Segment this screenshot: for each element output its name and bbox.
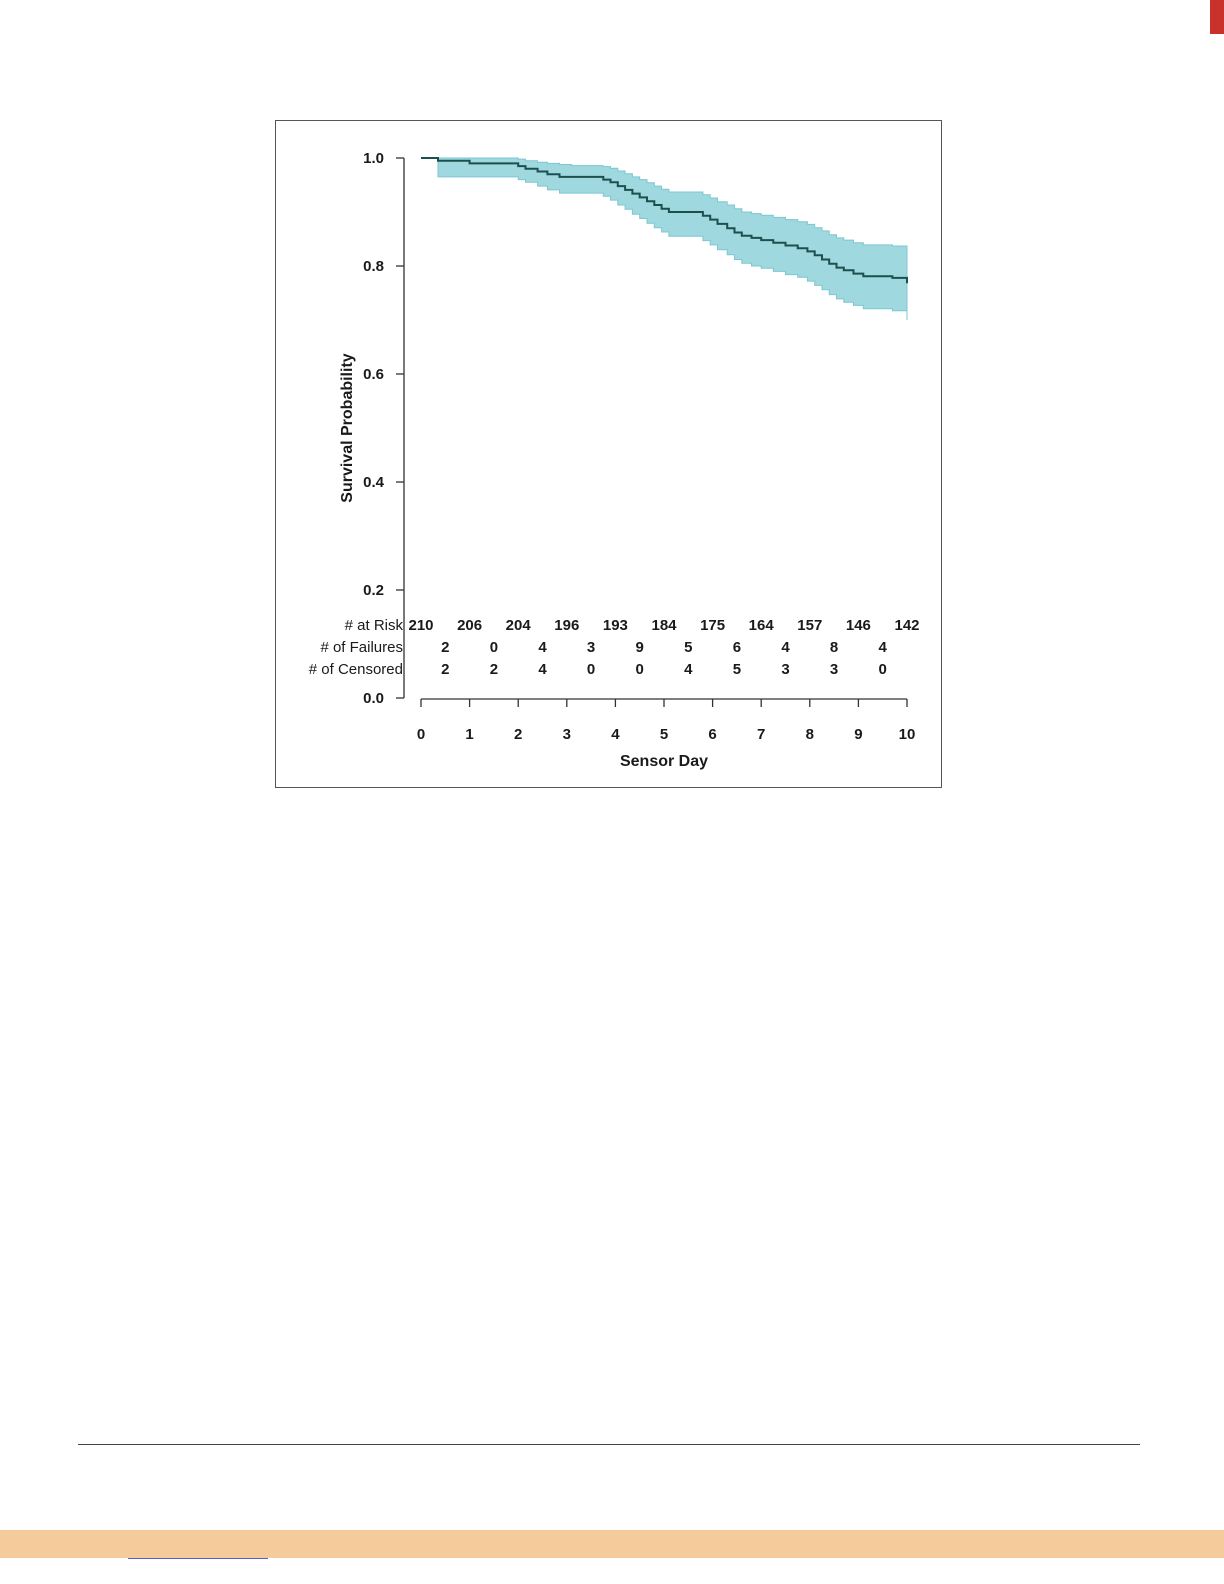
risk-table-value: 0 [636,661,644,678]
x-ticks: 0 1 2 3 4 5 6 7 8 9 10 [417,699,916,743]
risk-table-value: 146 [846,617,871,634]
y-ticks: 0.0 0.2 0.4 0.6 0.8 1.0 [363,150,404,707]
risk-table-value: 196 [554,617,579,634]
confidence-band [421,157,908,320]
risk-table-value: 0 [587,661,595,678]
survival-curve-layer [421,157,908,284]
risk-table-value: 164 [749,617,775,634]
y-tick-label: 0.4 [363,474,385,491]
x-tick-label: 7 [757,726,765,743]
survival-curve [421,157,908,284]
risk-table: # at Risk 210 206 204 196 193 184 175 164 157 146 1… [309,617,920,678]
x-tick-label: 4 [611,726,620,743]
x-axis-title: Sensor Day [620,753,708,770]
x-tick-label: 2 [514,726,522,743]
risk-table-value: 3 [587,639,595,656]
risk-table-value: 0 [879,661,887,678]
confidence-band-layer [421,157,908,320]
risk-table-value: 4 [879,639,888,656]
y-tick-label: 1.0 [363,150,384,167]
risk-table-value: 175 [700,617,725,634]
x-tick-label: 5 [660,726,668,743]
risk-table-value: 4 [781,639,790,656]
y-tick-label: 0.8 [363,258,384,275]
risk-table-value: 2 [441,661,449,678]
survival-chart-figure: 0.0 0.2 0.4 0.6 0.8 1.0 0 1 2 3 4 5 6 7 8 9 10 # at Ris… [275,120,942,788]
risk-table-value: 157 [797,617,822,634]
risk-table-value: 184 [651,617,677,634]
y-tick-label: 0.2 [363,582,384,599]
x-tick-label: 1 [465,726,473,743]
x-tick-label: 0 [417,726,425,743]
risk-table-value: 206 [457,617,482,634]
risk-table-value: 3 [781,661,789,678]
x-tick-label: 3 [563,726,571,743]
footer-link-underline [128,1558,268,1559]
x-tick-label: 6 [708,726,716,743]
risk-table-row-label: # of Failures [320,639,403,656]
risk-table-value: 142 [894,617,919,634]
y-tick-label: 0.0 [363,690,384,707]
x-tick-label: 10 [899,726,916,743]
risk-table-value: 4 [538,661,547,678]
risk-table-value: 5 [733,661,741,678]
risk-table-value: 4 [538,639,547,656]
x-tick-label: 8 [806,726,814,743]
risk-table-value: 0 [490,639,498,656]
risk-table-value: 5 [684,639,692,656]
risk-table-value: 210 [408,617,433,634]
risk-table-value: 204 [506,617,532,634]
footer-divider [78,1444,1140,1445]
y-axis-title: Survival Probability [339,353,356,502]
risk-table-value: 2 [441,639,449,656]
risk-table-value: 193 [603,617,628,634]
risk-table-row-label: # of Censored [309,661,403,678]
y-tick-label: 0.6 [363,366,384,383]
x-tick-label: 9 [854,726,862,743]
risk-table-row-label: # at Risk [345,617,404,634]
risk-table-value: 3 [830,661,838,678]
risk-table-value: 4 [684,661,693,678]
risk-table-value: 2 [490,661,498,678]
risk-table-value: 6 [733,639,741,656]
survival-chart: 0.0 0.2 0.4 0.6 0.8 1.0 0 1 2 3 4 5 6 7 8 9 10 # at Ris… [309,150,920,770]
risk-table-value: 9 [636,639,644,656]
risk-table-value: 8 [830,639,838,656]
footer-band [0,1530,1224,1558]
page-corner-marker [1210,0,1224,34]
